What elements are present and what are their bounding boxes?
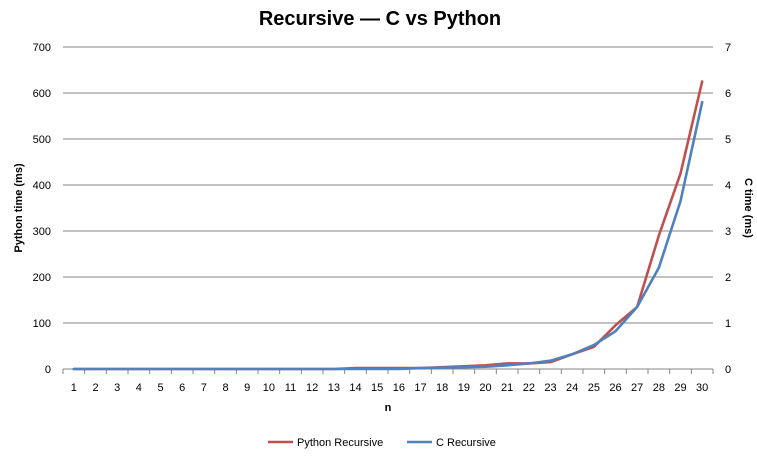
x-tick-label: 20 (479, 382, 491, 394)
x-tick-label: 16 (393, 382, 405, 394)
left-tick-label: 500 (33, 134, 51, 146)
left-tick-label: 200 (33, 272, 51, 284)
x-tick-label: 30 (696, 382, 708, 394)
x-tick-label: 22 (523, 382, 535, 394)
x-tick-label: 4 (136, 382, 142, 394)
x-tick-label: 1 (71, 382, 77, 394)
x-tick-label: 17 (414, 382, 426, 394)
right-axis-title: C time (ms) (742, 178, 754, 238)
right-tick-label: 4 (725, 180, 731, 192)
x-tick-label: 10 (263, 382, 275, 394)
x-axis-ticks: 1 2 3 4 5 6 7 8 9 10 11 12 13 14 15 16 17 18 19 20 21 22 23 24 2… (62, 369, 714, 394)
left-axis-title: Python time (ms) (13, 163, 25, 253)
right-tick-label: 7 (725, 42, 731, 54)
x-tick-label: 23 (544, 382, 556, 394)
x-tick-label: 27 (631, 382, 643, 394)
gridlines (63, 46, 713, 370)
series-lines (72, 80, 704, 371)
right-tick-label: 3 (725, 226, 731, 238)
x-tick-label: 15 (371, 382, 383, 394)
x-tick-label: 9 (244, 382, 250, 394)
x-tick-label: 3 (114, 382, 120, 394)
right-tick-label: 6 (725, 88, 731, 100)
x-tick-label: 18 (436, 382, 448, 394)
chart-title: Recursive — C vs Python (259, 8, 501, 30)
x-tick-label: 29 (674, 382, 686, 394)
legend: Python Recursive C Recursive (268, 437, 496, 449)
legend-label: C Recursive (436, 437, 496, 449)
right-tick-label: 5 (725, 134, 731, 146)
x-tick-label: 6 (179, 382, 185, 394)
right-tick-label: 1 (725, 318, 731, 330)
left-tick-label: 600 (33, 88, 51, 100)
series-line-python (72, 80, 704, 371)
x-tick-label: 5 (157, 382, 163, 394)
right-tick-label: 0 (725, 364, 731, 376)
x-tick-label: 19 (458, 382, 470, 394)
x-tick-label: 21 (501, 382, 513, 394)
x-tick-label: 12 (306, 382, 318, 394)
series-line-c (72, 100, 704, 371)
left-tick-label: 300 (33, 226, 51, 238)
x-tick-label: 13 (328, 382, 340, 394)
x-tick-label: 8 (222, 382, 228, 394)
x-tick-label: 11 (285, 382, 296, 394)
right-axis-ticks: 0 1 2 3 4 5 6 7 (725, 42, 731, 376)
right-tick-label: 2 (725, 272, 731, 284)
left-tick-label: 0 (45, 364, 51, 376)
left-tick-label: 700 (33, 42, 51, 54)
x-tick-label: 7 (201, 382, 207, 394)
x-tick-label: 2 (92, 382, 98, 394)
x-tick-label: 25 (588, 382, 600, 394)
legend-label: Python Recursive (297, 437, 383, 449)
left-tick-label: 400 (33, 180, 51, 192)
x-tick-label: 28 (653, 382, 665, 394)
x-tick-label: 14 (349, 382, 361, 394)
x-axis-title: n (385, 402, 392, 414)
left-tick-label: 100 (33, 318, 51, 330)
x-tick-label: 24 (566, 382, 578, 394)
x-tick-label: 26 (609, 382, 621, 394)
left-axis-ticks: 0 100 200 300 400 500 600 700 (33, 42, 51, 376)
